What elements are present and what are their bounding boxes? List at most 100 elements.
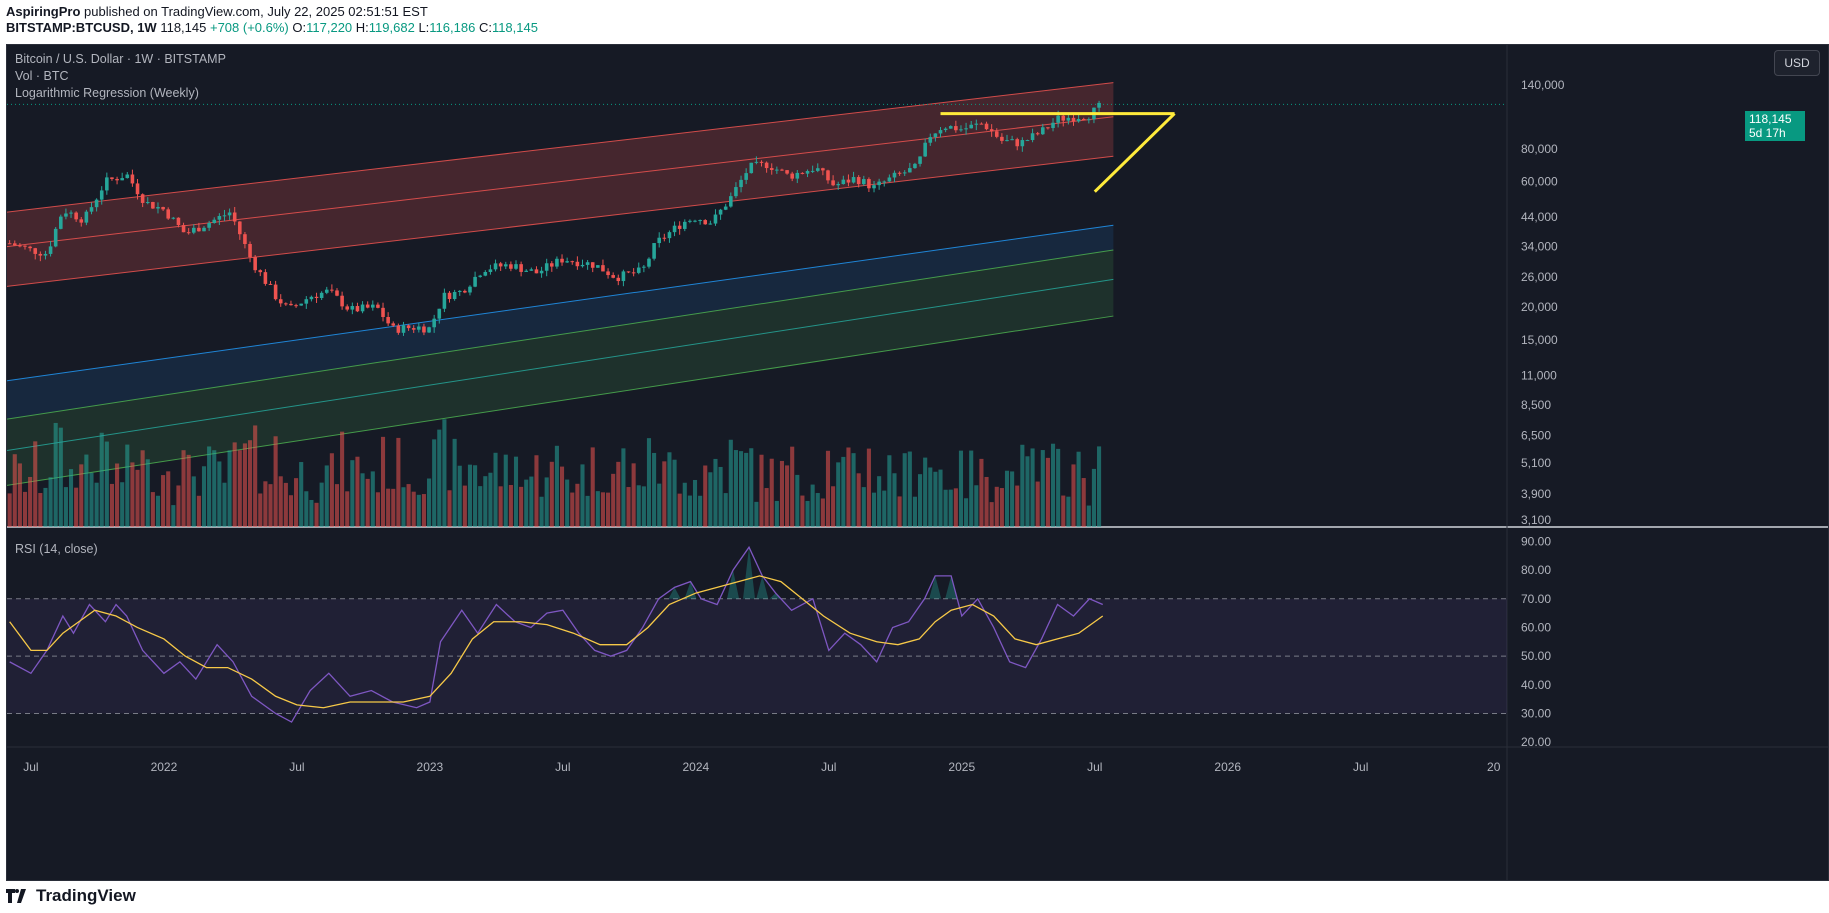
candle-body (488, 269, 493, 272)
volume-bar (606, 492, 611, 527)
candle-body (621, 271, 626, 282)
regression-line-green-mid (7, 278, 1114, 451)
candle-body (555, 258, 559, 267)
regression-line-green-low (7, 315, 1114, 486)
candle-body (406, 325, 411, 329)
candle-body (191, 227, 196, 233)
volume-bar (534, 455, 539, 527)
rsi-legend[interactable]: RSI (14, close) (15, 542, 98, 556)
volume-bar (575, 483, 580, 527)
candle-body (355, 306, 360, 312)
time-tick-label: Jul (289, 760, 304, 774)
candle-body (529, 269, 534, 271)
candle-body (135, 183, 140, 195)
price-tick-label: 15,000 (1521, 333, 1558, 347)
last-price-tag: 118,145 5d 17h (1745, 111, 1805, 141)
volume-bar (324, 465, 329, 527)
volume-bar (1097, 446, 1102, 527)
candle-body (468, 286, 472, 293)
candle-body (268, 283, 273, 285)
volume-bar (1030, 448, 1035, 527)
candle-body (340, 295, 344, 307)
volume-bar (508, 485, 513, 527)
volume-bar (769, 458, 774, 527)
volume-bar (626, 487, 631, 527)
regression-line-upper-low (7, 155, 1114, 287)
volume-bar (155, 495, 161, 527)
volume-bar (94, 482, 99, 527)
volume-bar (1004, 470, 1010, 527)
volume-bar (621, 448, 626, 527)
volume-bar (48, 477, 53, 527)
candle-body (580, 264, 585, 267)
volume-bar (1061, 495, 1066, 527)
price-chart-svg[interactable]: 140,000 80,000 60,000 44,000 34,000 26,000 20,… (7, 45, 1828, 880)
volume-bar (964, 498, 969, 527)
candle-body (1035, 133, 1040, 135)
volume-bar (559, 466, 565, 527)
volume-bar (53, 422, 58, 527)
volume-bar (918, 474, 923, 527)
volume-bar (723, 493, 728, 527)
candle-body (590, 262, 595, 268)
rsi-tick-label: 50.00 (1521, 649, 1551, 663)
candle-body (248, 243, 252, 258)
legend-volume[interactable]: Vol · BTC (15, 69, 69, 83)
volume-bar (519, 486, 524, 527)
candle-body (289, 303, 293, 306)
volume-bar (309, 499, 314, 527)
high-label: H: (355, 20, 369, 35)
tradingview-logo[interactable]: TradingView (6, 886, 136, 906)
volume-bar (948, 489, 953, 527)
volume-bar (145, 459, 150, 527)
volume-bar (196, 495, 201, 527)
volume-bar (7, 493, 12, 527)
volume-bar (28, 476, 33, 527)
candle-body (642, 266, 646, 268)
volume-bar (759, 454, 764, 527)
candle-body (693, 220, 697, 222)
volume-bar (703, 465, 708, 527)
price-tick-label: 44,000 (1521, 210, 1558, 224)
volume-bar (278, 476, 283, 527)
volume-bar (253, 425, 258, 527)
candle-body (151, 202, 155, 209)
volume-bar (38, 493, 43, 527)
candle-body (831, 180, 835, 186)
currency-button[interactable]: USD (1774, 50, 1820, 76)
volume-bar (1035, 481, 1040, 527)
volume-bar (304, 491, 309, 527)
candle-body (345, 306, 350, 310)
volume-bar (662, 461, 667, 527)
candle-body (560, 258, 564, 263)
candle-body (401, 325, 406, 333)
candle-body (258, 270, 263, 273)
volume-bar (432, 439, 437, 527)
candle-body (795, 172, 800, 179)
candle-body (775, 169, 779, 171)
chart-area[interactable]: 140,000 80,000 60,000 44,000 34,000 26,000 20,… (6, 44, 1829, 881)
candle-body (908, 168, 912, 173)
volume-bar (406, 484, 411, 527)
candle-body (846, 179, 851, 183)
candle-body (120, 178, 124, 181)
candle-body (1071, 117, 1076, 122)
volume-bar (887, 455, 892, 527)
time-tick-label: 2024 (682, 760, 709, 774)
rsi-line (9, 545, 1104, 723)
candle-body (278, 299, 283, 304)
volume-bar (1091, 468, 1096, 527)
candle-body (636, 267, 641, 273)
legend-title[interactable]: Bitcoin / U.S. Dollar · 1W · BITSTAMP (15, 52, 226, 66)
volume-bar (636, 485, 641, 527)
candle-body (729, 196, 733, 207)
publisher-name[interactable]: AspiringPro (6, 4, 81, 19)
candle-body (882, 181, 887, 183)
volume-bar (631, 463, 636, 527)
candle-body (744, 173, 748, 180)
candle-body (948, 126, 953, 129)
volume-bar (754, 501, 759, 527)
legend-regression[interactable]: Logarithmic Regression (Weekly) (15, 86, 199, 100)
candle-body (631, 272, 636, 274)
volume-bar (22, 491, 28, 527)
